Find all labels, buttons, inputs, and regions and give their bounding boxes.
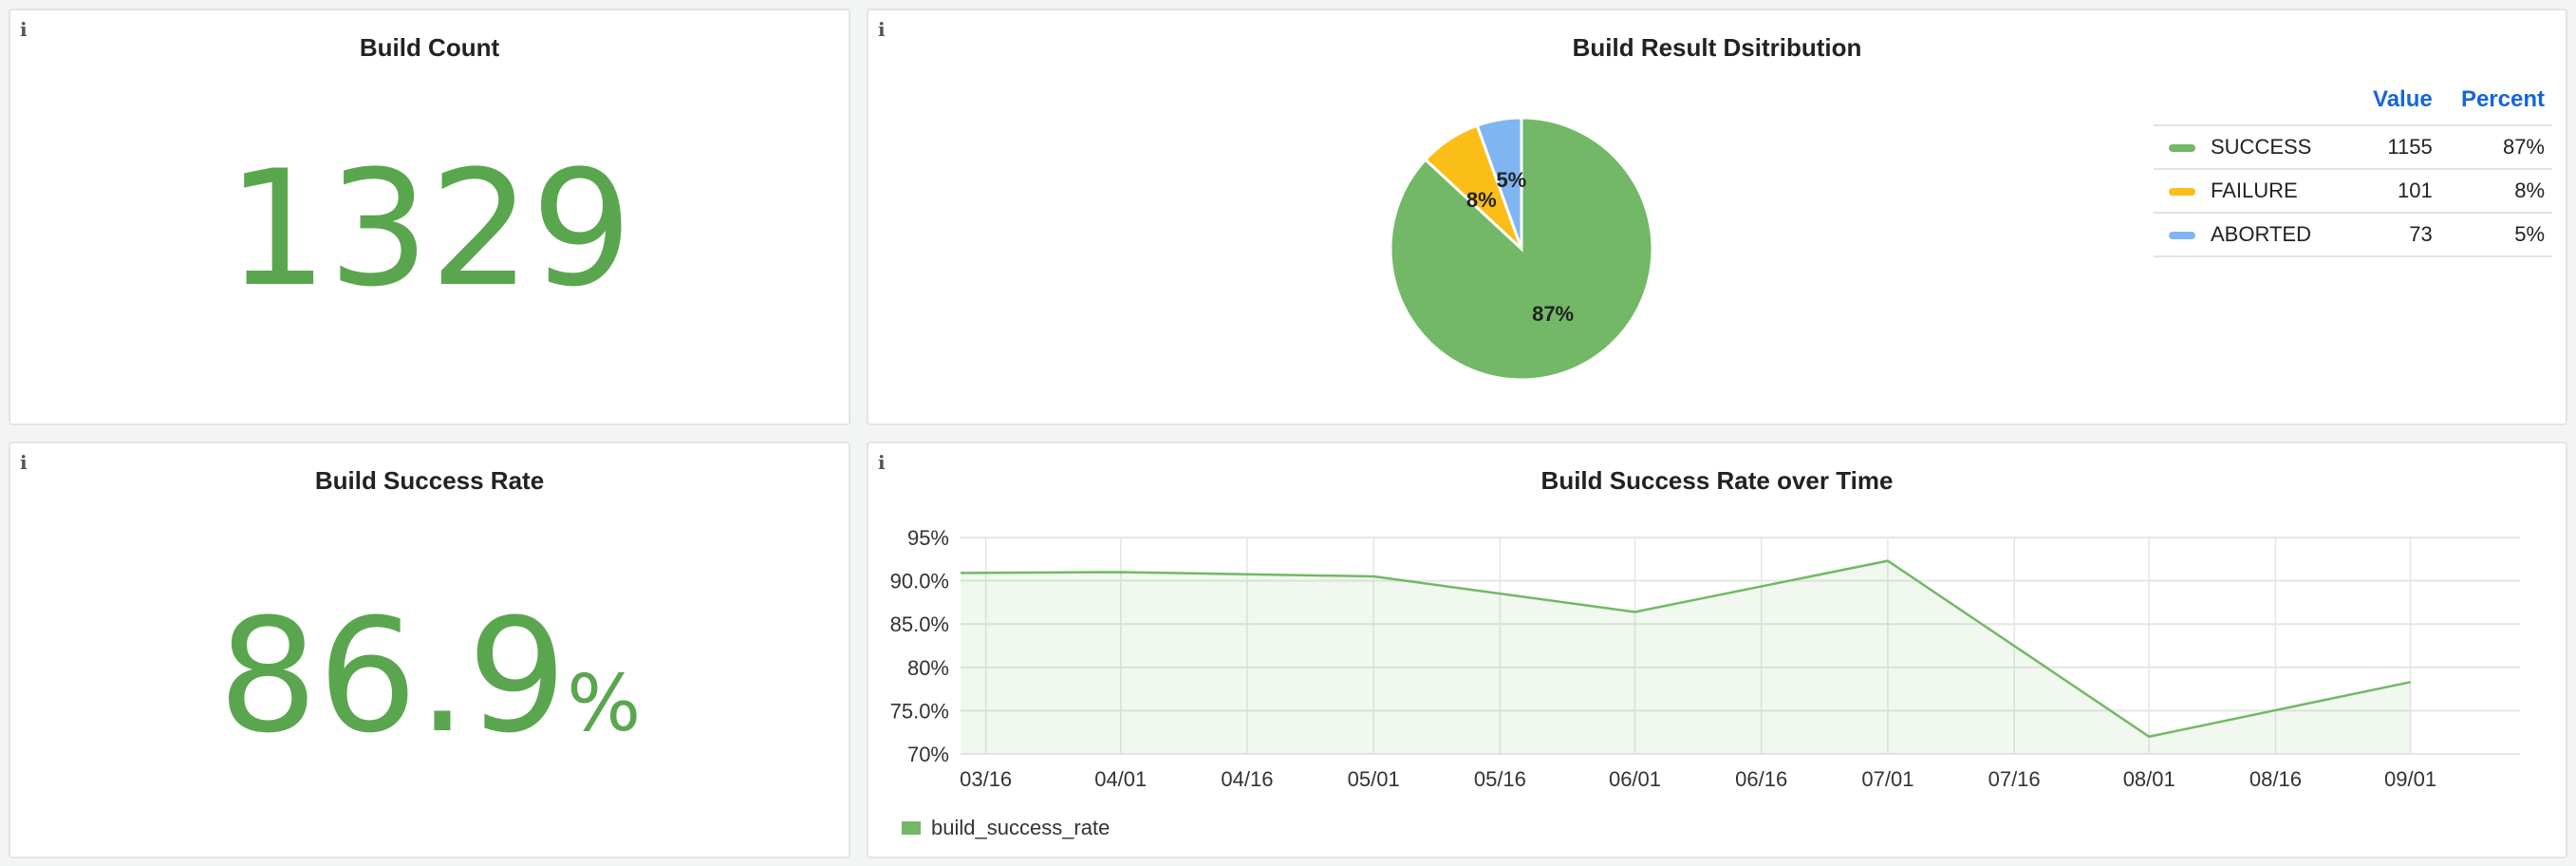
legend-percent: 5% xyxy=(2439,212,2552,257)
panel-title: Build Result Dsitribution xyxy=(1572,33,1862,62)
legend-label: build_success_rate xyxy=(931,816,1110,839)
pie-slice-label: 5% xyxy=(1496,168,1526,192)
line-chart: 03/16 04/01 04/16 05/01 05/16 06/01 06/16 07/01… xyxy=(890,526,2520,839)
x-tick-label: 04/01 xyxy=(1094,767,1147,791)
legend-swatch xyxy=(2169,232,2195,240)
y-tick-label: 95% xyxy=(907,526,949,550)
y-tick-label: 70% xyxy=(907,743,949,766)
x-tick-label: 03/16 xyxy=(960,767,1012,791)
x-tick-label: 06/01 xyxy=(1609,767,1661,791)
legend-value: 1155 xyxy=(2357,124,2440,169)
legend-label: ABORTED xyxy=(2154,212,2358,257)
info-icon[interactable]: i xyxy=(878,451,886,474)
pie-slice-label: 8% xyxy=(1466,188,1497,212)
x-tick-label: 04/16 xyxy=(1221,767,1273,791)
legend-row[interactable]: ABORTED 73 5% xyxy=(2154,212,2552,257)
legend-swatch xyxy=(902,821,921,835)
success-rate-over-time-panel: i Build Success Rate over Time 03/16 04/0… xyxy=(867,442,2567,858)
pie-legend-table: Value Percent SUCCESS 1155 87% FAILURE 101 8% A… xyxy=(2154,86,2552,257)
y-tick-label: 75.0% xyxy=(890,699,949,723)
series-area xyxy=(961,560,2411,754)
build-count-panel: i Build Count 1329 xyxy=(9,9,850,425)
panel-title: Build Success Rate xyxy=(314,466,545,495)
legend-value: 73 xyxy=(2357,212,2440,257)
x-tick-label: 07/01 xyxy=(1861,767,1913,791)
x-tick-label: 06/16 xyxy=(1735,767,1787,791)
value-header[interactable]: Value xyxy=(2373,86,2433,112)
panel-title: Build Count xyxy=(359,33,500,62)
build-result-distribution-panel: i Build Result Dsitribution 87% 8% 5% Valu… xyxy=(867,9,2567,425)
legend-label: FAILURE xyxy=(2154,168,2358,213)
legend-value: 101 xyxy=(2357,168,2440,213)
legend-label-text: SUCCESS xyxy=(2211,135,2312,159)
pie-chart: 87% 8%5% xyxy=(1389,116,1654,382)
legend-percent: 87% xyxy=(2439,124,2552,169)
info-icon[interactable]: i xyxy=(878,18,886,41)
legend-swatch xyxy=(2169,144,2195,153)
percent-header[interactable]: Percent xyxy=(2460,86,2545,112)
panel-title: Build Success Rate over Time xyxy=(1540,466,1894,495)
legend-label-text: ABORTED xyxy=(2211,222,2311,246)
x-tick-label: 09/01 xyxy=(2384,767,2436,791)
info-icon[interactable]: i xyxy=(20,18,28,41)
legend-row[interactable]: FAILURE 101 8% xyxy=(2154,168,2552,213)
legend-percent: 8% xyxy=(2439,168,2552,213)
legend-swatch xyxy=(2169,188,2195,197)
legend-row[interactable]: SUCCESS 1155 87% xyxy=(2154,124,2552,169)
y-tick-label: 80% xyxy=(907,656,949,680)
pie-slice-aborted xyxy=(1475,116,1523,250)
y-tick-label: 90.0% xyxy=(890,570,949,593)
success-rate-number: 86.9 xyxy=(217,585,568,767)
success-rate-value: 86.9% xyxy=(10,595,849,785)
x-tick-label: 07/16 xyxy=(1988,767,2041,791)
x-tick-label: 08/16 xyxy=(2249,767,2302,791)
success-rate-unit: % xyxy=(567,659,642,749)
pie-slice-label: 87% xyxy=(1532,302,1574,326)
legend-label-text: FAILURE xyxy=(2211,179,2298,202)
build-count-value: 1329 xyxy=(226,136,633,322)
info-icon[interactable]: i xyxy=(20,451,28,474)
x-tick-label: 05/01 xyxy=(1348,767,1400,791)
y-tick-label: 85.0% xyxy=(890,612,949,636)
legend-label: SUCCESS xyxy=(2154,124,2358,169)
x-tick-label: 05/16 xyxy=(1474,767,1526,791)
x-tick-label: 08/01 xyxy=(2123,767,2175,791)
build-success-rate-panel: i Build Success Rate 86.9% xyxy=(9,442,850,858)
